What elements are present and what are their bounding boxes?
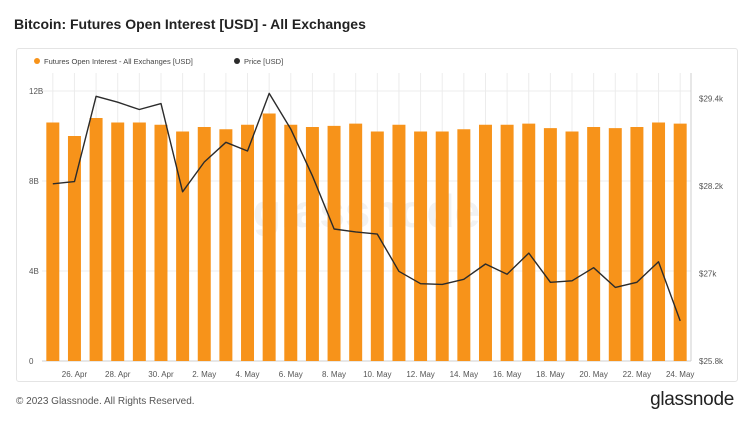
- x-tick-label: 2. May: [192, 370, 216, 379]
- oi-bar: [630, 127, 644, 361]
- x-tick-label: 26. Apr: [62, 370, 88, 379]
- x-tick-label: 12. May: [406, 370, 434, 379]
- y-right-tick-label: $27k: [699, 270, 717, 279]
- oi-bar: [67, 136, 81, 361]
- x-tick-label: 16. May: [493, 370, 521, 379]
- oi-bar: [500, 124, 514, 361]
- y-left-tick-label: 12B: [29, 87, 43, 96]
- oi-bar: [349, 123, 363, 361]
- legend-label-price: Price [USD]: [244, 57, 283, 66]
- oi-bar: [414, 131, 428, 361]
- copyright-text: © 2023 Glassnode. All Rights Reserved.: [16, 396, 195, 407]
- oi-bar: [89, 118, 103, 361]
- oi-bar: [176, 131, 190, 361]
- oi-bar: [673, 123, 687, 361]
- oi-bar: [327, 125, 341, 361]
- oi-bar: [478, 124, 492, 361]
- oi-bar: [284, 124, 298, 361]
- oi-bar: [197, 127, 211, 361]
- oi-bar: [457, 129, 471, 361]
- x-tick-label: 10. May: [363, 370, 391, 379]
- oi-bar: [241, 124, 255, 361]
- oi-bar: [262, 113, 276, 361]
- x-tick-label: 28. Apr: [105, 370, 131, 379]
- y-left-tick-label: 8B: [29, 177, 39, 186]
- x-tick-label: 20. May: [579, 370, 607, 379]
- price-line: [52, 92, 681, 322]
- y-right-tick-label: $28.2k: [699, 182, 724, 191]
- oi-bar: [608, 128, 622, 361]
- oi-bar: [392, 124, 406, 361]
- legend-marker-price: [234, 58, 240, 64]
- oi-bar: [111, 122, 125, 361]
- y-left-tick-label: 0: [29, 357, 34, 366]
- chart-svg: glassnode04B8B12B$25.8k$27k$28.2k$29.4k2…: [29, 57, 724, 379]
- x-tick-label: 22. May: [623, 370, 651, 379]
- oi-bar: [652, 122, 666, 361]
- oi-bar: [219, 129, 233, 361]
- x-tick-label: 8. May: [322, 370, 346, 379]
- x-tick-label: 14. May: [450, 370, 478, 379]
- oi-bar: [435, 131, 449, 361]
- oi-bar: [543, 128, 557, 361]
- x-tick-label: 30. Apr: [148, 370, 174, 379]
- x-tick-label: 18. May: [536, 370, 564, 379]
- oi-bar: [132, 122, 146, 361]
- y-right-tick-label: $25.8k: [699, 357, 724, 366]
- chart-panel: glassnode 0 4B 8B 12B $25.8k $27k $28.2k $29.4k 2…: [16, 48, 738, 382]
- oi-bar: [305, 127, 319, 361]
- y-right-tick-label: $29.4k: [699, 95, 724, 104]
- chart-title: Bitcoin: Futures Open Interest [USD] - A…: [14, 16, 366, 32]
- oi-bar: [154, 124, 168, 361]
- legend-label-oi: Futures Open Interest - All Exchanges [U…: [44, 57, 193, 66]
- x-tick-label: 6. May: [279, 370, 303, 379]
- oi-bar: [522, 123, 536, 361]
- legend-marker-oi: [34, 58, 40, 64]
- oi-bar: [587, 127, 601, 361]
- x-tick-label: 24. May: [666, 370, 694, 379]
- x-tick-label: 4. May: [236, 370, 260, 379]
- oi-bar: [370, 131, 384, 361]
- glassnode-logo[interactable]: glassnode: [650, 389, 734, 410]
- y-left-tick-label: 4B: [29, 267, 39, 276]
- oi-bar: [565, 131, 579, 361]
- oi-bar: [46, 122, 60, 361]
